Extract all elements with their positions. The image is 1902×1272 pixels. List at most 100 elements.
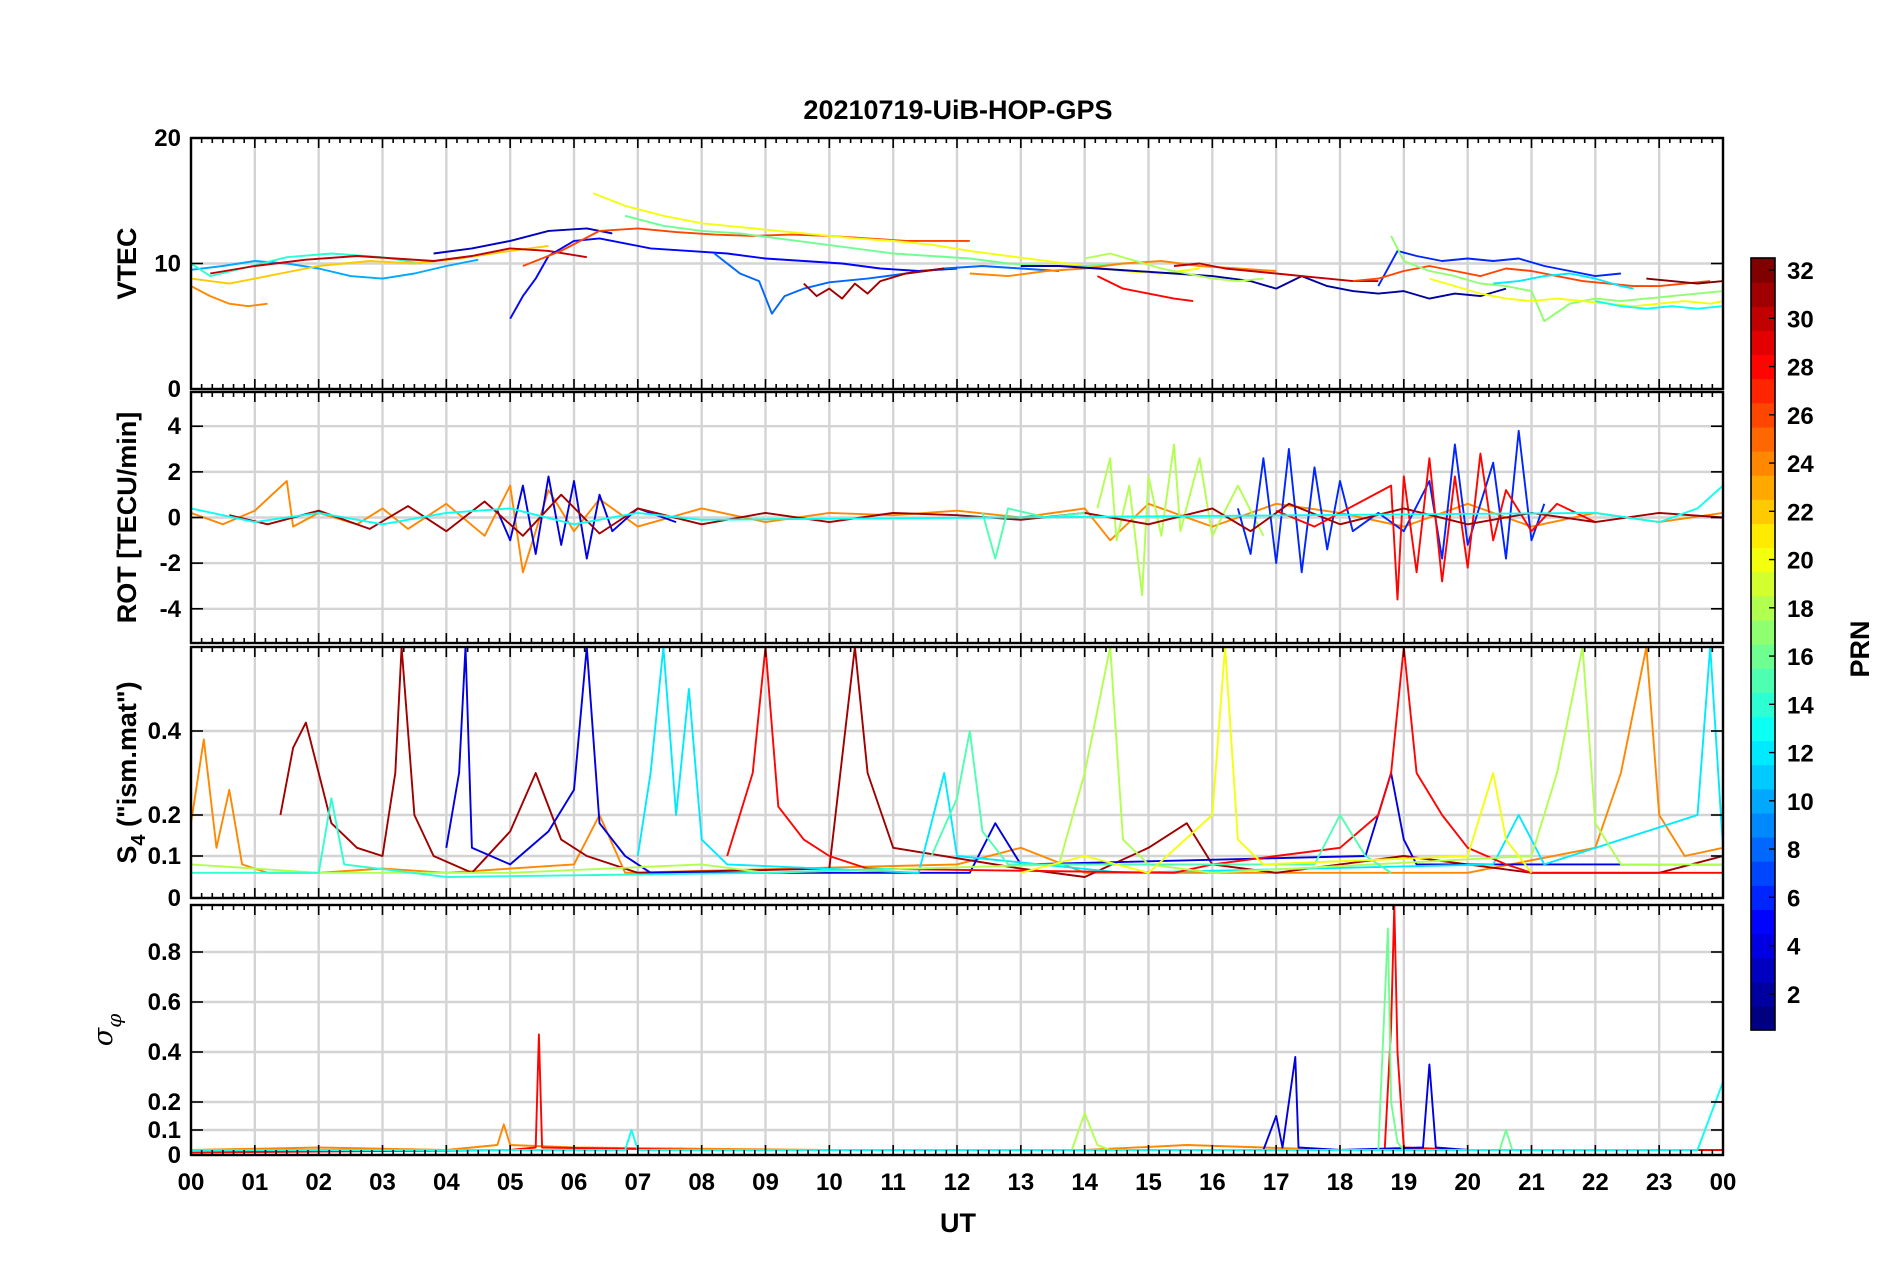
x-tick-label: 12: [944, 1169, 971, 1196]
x-tick-labels: 00 01 02 03 04 05 06 07 08 09 10 11 12 13 14 15 16 17 18 19…: [178, 1169, 1737, 1196]
y-tick-label: 0.2: [148, 1089, 181, 1116]
colorbar-tick-label: 32: [1787, 258, 1814, 285]
y-tick-label: 0.1: [148, 843, 181, 870]
series-prn-13: [1595, 300, 1723, 310]
x-tick-label: 08: [688, 1169, 715, 1196]
series-group: [191, 647, 1723, 878]
x-tick-label: 11: [880, 1169, 905, 1196]
series-group: [191, 429, 1723, 601]
y-axis-label-sigma_phi: σφ: [88, 1014, 126, 1046]
series-prn-4: [1262, 1056, 1468, 1151]
series-prn-13: [191, 484, 1723, 526]
x-tick-label: 23: [1646, 1169, 1673, 1196]
series-prn-26: [1352, 265, 1711, 288]
y-tick-label: -2: [160, 550, 181, 577]
colorbar-tick-label: 22: [1787, 499, 1814, 526]
y-tick-label: 0.8: [148, 939, 181, 966]
series-prn-32: [1646, 277, 1723, 285]
colorbar-tick-label: 14: [1787, 692, 1814, 719]
colorbar-tick-label: 10: [1787, 789, 1814, 816]
y-tick-label: 0: [168, 376, 181, 403]
x-tick-label: 20: [1454, 1169, 1481, 1196]
colorbar-segment: [1751, 523, 1775, 549]
panel-rot: -4 -2 0 2 4 ROT [TECU/min]: [112, 390, 1725, 645]
series-prn-17: [1390, 235, 1723, 323]
colorbar-segment: [1751, 957, 1775, 983]
colorbar-frame: [1750, 257, 1776, 1031]
series-prn-20: [1020, 647, 1533, 874]
x-tick-label: 17: [1263, 1169, 1290, 1196]
y-tick-label: 0.2: [148, 802, 181, 829]
colorbar-tick-label: 26: [1787, 403, 1814, 430]
series-prn-28: [1096, 275, 1194, 303]
x-tick-label: 04: [433, 1169, 460, 1196]
y-tick-label: 0: [168, 505, 181, 532]
colorbar-segment: [1751, 330, 1775, 356]
colorbar-tick-label: 30: [1787, 306, 1814, 333]
colorbar-tick-label: 4: [1787, 934, 1801, 961]
x-tick-label: 19: [1390, 1169, 1417, 1196]
y-tick-label: 0.4: [148, 1039, 182, 1066]
colorbar-segment: [1751, 282, 1775, 307]
series-prn-15: [930, 730, 1392, 874]
series-prn-16: [1377, 927, 1514, 1151]
series-group: [191, 192, 1723, 323]
y-tick-label: 0.4: [148, 718, 182, 745]
y-tick-label: 0.1: [148, 1117, 181, 1144]
colorbar-tick-label: 8: [1787, 837, 1800, 864]
y-tick-label: 20: [154, 125, 181, 152]
colorbar-tick-label: 24: [1787, 451, 1814, 478]
series-prn-15: [981, 507, 1085, 560]
colorbar-segment: [1751, 716, 1775, 742]
chart-title: 20210719-UiB-HOP-GPS: [803, 95, 1112, 125]
colorbar-segment: [1751, 619, 1775, 645]
x-tick-label: 03: [369, 1169, 396, 1196]
y-tick-label: 0: [168, 1142, 181, 1169]
x-tick-label: 01: [241, 1169, 268, 1196]
colorbar-tick-label: 12: [1787, 741, 1814, 768]
panel-s4: 0 0.1 0.2 0.4S4 ("ism.mat"): [112, 645, 1725, 912]
colorbar-segment: [1751, 475, 1775, 500]
x-tick-label: 02: [305, 1169, 332, 1196]
series-prn-5: [509, 237, 958, 320]
colorbar-segment: [1751, 861, 1775, 886]
x-tick-label: 05: [497, 1169, 524, 1196]
x-tick-label: 16: [1199, 1169, 1226, 1196]
series-prn-6: [1236, 429, 1546, 574]
series-prn-12: [1493, 272, 1634, 290]
y-tick-label: 0.6: [148, 989, 181, 1016]
x-tick-label: 15: [1135, 1169, 1162, 1196]
series-prn-30: [1173, 262, 1379, 283]
x-tick-label: 00: [1710, 1169, 1737, 1196]
series-prn-18: [191, 647, 1723, 874]
colorbar-tick-label: 2: [1787, 982, 1800, 1009]
series-prn-24: [191, 285, 268, 308]
x-tick-label: 22: [1582, 1169, 1609, 1196]
colorbar-segment: [1751, 764, 1775, 790]
x-tick-label: 18: [1327, 1169, 1354, 1196]
series-prn-8: [713, 252, 1060, 315]
colorbar-tick-label: 28: [1787, 355, 1814, 382]
colorbar-label: PRN: [1845, 620, 1875, 677]
colorbar-segment: [1751, 909, 1775, 935]
series-prn-22: [191, 244, 549, 285]
colorbar-tick-label: 6: [1787, 885, 1800, 912]
y-axis-label-rot: ROT [TECU/min]: [112, 412, 142, 623]
series-prn-28: [1275, 452, 1596, 601]
series-prn-14: [191, 797, 894, 878]
x-tick-label: 07: [624, 1169, 651, 1196]
x-tick-label: 13: [1007, 1169, 1034, 1196]
series-prn-18: [1096, 443, 1265, 597]
colorbar-tick-label: 16: [1787, 644, 1814, 671]
colorbar-tick-label: 18: [1787, 596, 1814, 623]
colorbar-segment: [1751, 668, 1775, 693]
series-prn-18: [1084, 252, 1264, 283]
series-prn-6: [1377, 249, 1621, 287]
x-tick-label: 21: [1518, 1169, 1545, 1196]
series-prn-12: [636, 647, 1723, 874]
colorbar-tick-label: 20: [1787, 548, 1814, 575]
colorbar-segment: [1751, 378, 1775, 404]
